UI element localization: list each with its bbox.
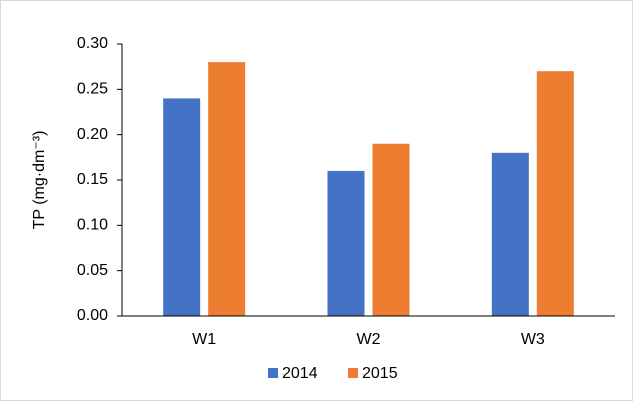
y-tick-label: 0.00 <box>77 307 108 324</box>
bar <box>372 143 410 316</box>
bar <box>491 152 529 316</box>
legend-label: 2014 <box>282 365 318 382</box>
legend-swatch <box>348 368 358 378</box>
x-tick-label: W3 <box>521 331 545 348</box>
legend-label: 2015 <box>362 365 398 382</box>
x-tick-label: W1 <box>192 331 216 348</box>
y-tick-label: 0.10 <box>77 217 108 234</box>
bar <box>327 170 365 316</box>
bar <box>208 62 246 317</box>
legend-swatch <box>268 368 278 378</box>
y-tick-label: 0.30 <box>77 35 108 52</box>
x-tick-label: W2 <box>357 331 381 348</box>
bar <box>536 71 574 316</box>
bar <box>163 98 201 317</box>
y-axis-label: TP (mg·dm⁻³) <box>31 131 48 230</box>
y-tick-label: 0.15 <box>77 171 108 188</box>
y-tick-label: 0.25 <box>77 81 108 98</box>
y-tick-label: 0.05 <box>77 262 108 279</box>
y-tick-label: 0.20 <box>77 126 108 143</box>
